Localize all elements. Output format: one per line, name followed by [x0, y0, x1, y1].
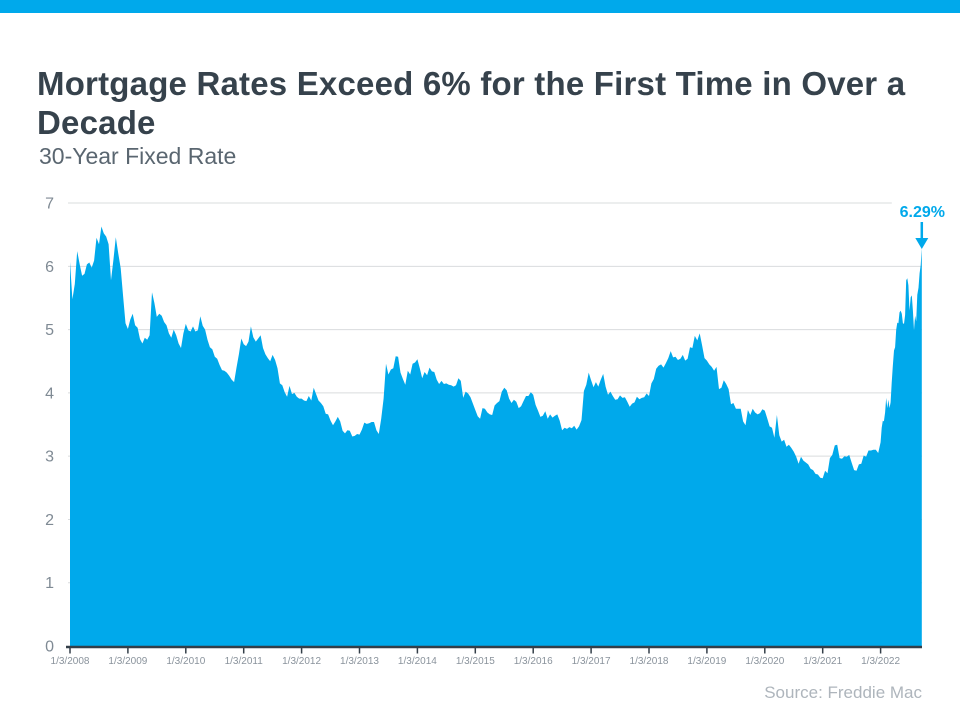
- x-tick-label-1/3/2008: 1/3/2008: [51, 656, 90, 667]
- x-axis-labels: 1/3/2008 1/3/2009 1/3/2010 1/3/2011 1/3/2012…: [51, 656, 901, 667]
- chart-subtitle: 30-Year Fixed Rate: [39, 143, 237, 169]
- x-tick-label-1/3/2017: 1/3/2017: [572, 656, 611, 667]
- annotation-label: 6.29%: [900, 204, 945, 221]
- y-tick-label-6: 6: [45, 259, 54, 276]
- y-tick-label-2: 2: [45, 512, 54, 529]
- y-tick-label-4: 4: [45, 385, 54, 402]
- x-tick-label-1/3/2022: 1/3/2022: [861, 656, 900, 667]
- x-tick-label-1/3/2018: 1/3/2018: [630, 656, 669, 667]
- y-tick-label-1: 1: [45, 575, 54, 592]
- x-tick-label-1/3/2015: 1/3/2015: [456, 656, 495, 667]
- x-tick-label-1/3/2016: 1/3/2016: [514, 656, 553, 667]
- x-tick-label-1/3/2012: 1/3/2012: [282, 656, 321, 667]
- source-credit: Source: Freddie Mac: [764, 683, 922, 702]
- annotation-6-29: 6.29%: [891, 197, 954, 249]
- page-title: Mortgage Rates Exceed 6% for the First T…: [37, 65, 906, 142]
- x-axis-ticks: [69, 648, 882, 654]
- y-tick-label-7: 7: [45, 196, 54, 213]
- y-tick-label-0: 0: [45, 639, 54, 656]
- rate-area-series: [70, 226, 922, 646]
- x-tick-label-1/3/2014: 1/3/2014: [398, 656, 437, 667]
- x-tick-label-1/3/2010: 1/3/2010: [166, 656, 205, 667]
- x-tick-label-1/3/2013: 1/3/2013: [340, 656, 379, 667]
- x-tick-label-1/3/2020: 1/3/2020: [745, 656, 784, 667]
- x-tick-label-1/3/2021: 1/3/2021: [803, 656, 842, 667]
- y-axis-labels: 0 1 2 3 4 5 6 7: [45, 196, 54, 656]
- x-tick-label-1/3/2011: 1/3/2011: [225, 656, 264, 667]
- x-tick-label-1/3/2009: 1/3/2009: [108, 656, 147, 667]
- y-tick-label-5: 5: [45, 322, 54, 339]
- annotation-background: [891, 197, 954, 223]
- top-accent-bar: [0, 0, 960, 13]
- annotation-arrow-head-icon: [915, 238, 929, 249]
- y-tick-label-3: 3: [45, 449, 54, 466]
- x-tick-label-1/3/2019: 1/3/2019: [687, 656, 726, 667]
